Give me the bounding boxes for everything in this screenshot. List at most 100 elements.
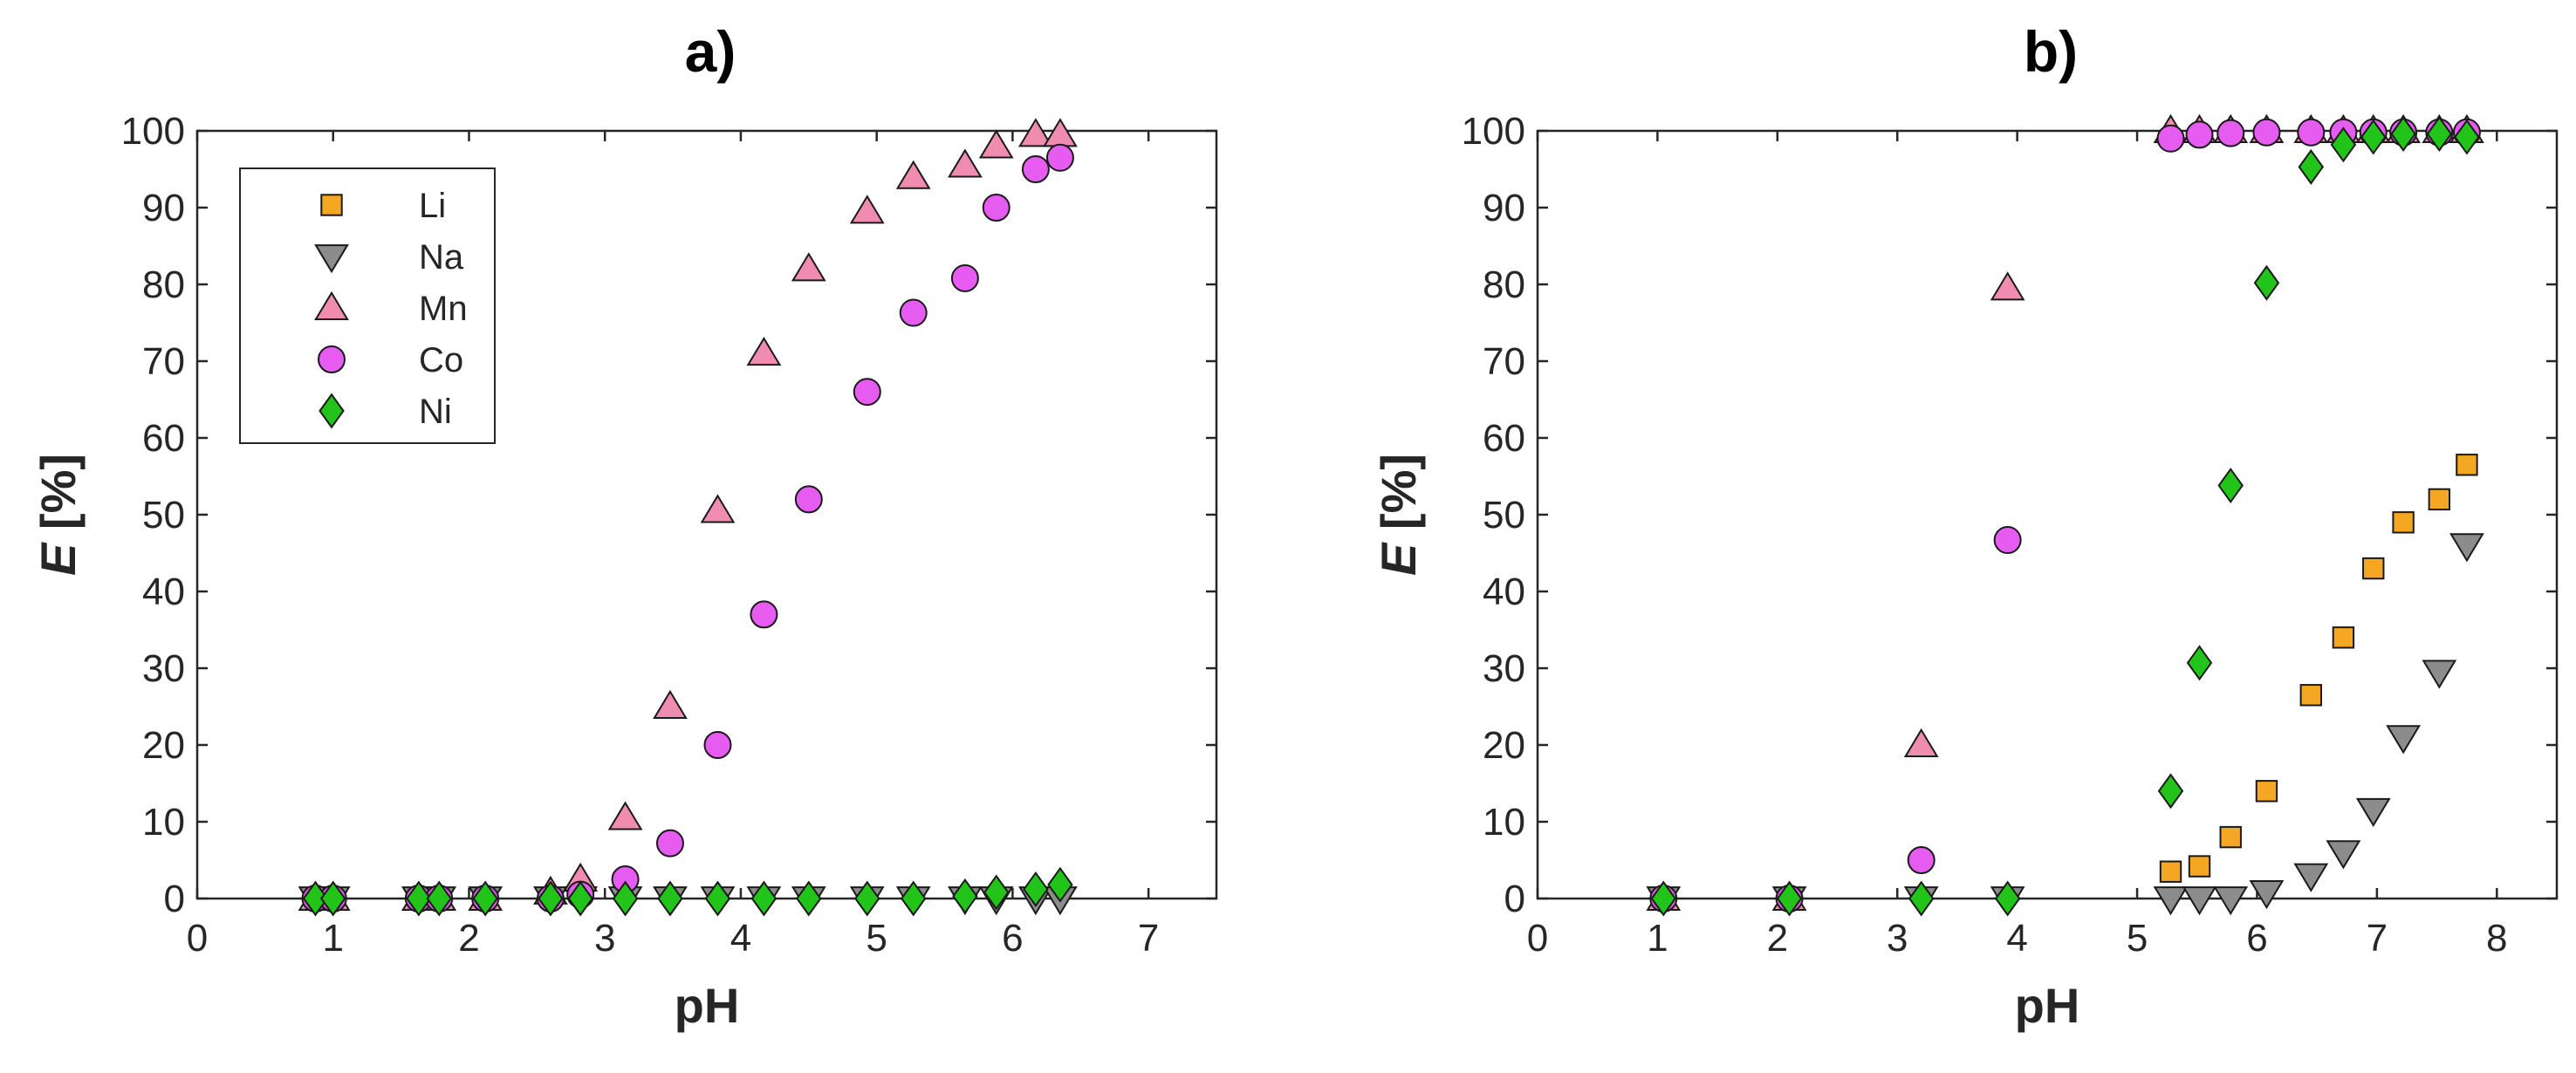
data-point-co	[899, 298, 928, 327]
data-point-na	[2249, 880, 2285, 910]
data-point-ni	[320, 880, 346, 917]
y-tick-label: 90	[1483, 187, 1525, 229]
data-point-ni	[2330, 126, 2357, 163]
y-tick-label: 60	[1483, 417, 1525, 460]
data-point-mn	[791, 252, 826, 282]
data-point-ni	[538, 880, 564, 917]
data-point-co	[2252, 118, 2281, 147]
x-tick-label: 0	[1527, 917, 1548, 960]
data-point-ni	[567, 880, 593, 917]
x-tick-label: 8	[2486, 917, 2507, 960]
legend-label-li: Li	[419, 187, 446, 225]
series-ni	[1650, 116, 2480, 917]
data-point-ni	[1994, 880, 2021, 917]
data-point-ni	[2454, 119, 2480, 155]
data-point-mn	[1043, 118, 1078, 147]
data-point-mn	[895, 160, 931, 189]
y-tick-label: 50	[142, 494, 185, 536]
data-point-na	[2386, 725, 2421, 755]
data-point-na	[2449, 533, 2484, 563]
data-point-co	[1021, 155, 1050, 183]
y-axis-label: E [%]	[31, 454, 86, 576]
legend-label-na: Na	[419, 238, 464, 277]
x-tick-label: 7	[1138, 917, 1159, 960]
data-point-ni	[406, 880, 432, 917]
data-point-ni	[2390, 116, 2416, 152]
x-tick-label: 6	[2246, 917, 2267, 960]
data-point-mn	[978, 129, 1014, 159]
x-tick-label: 4	[2006, 917, 2027, 960]
y-tick-label: 100	[121, 110, 185, 153]
y-axis-label-unit: [%]	[31, 454, 86, 543]
series-mn	[1646, 113, 2484, 911]
data-point-mn	[607, 801, 643, 830]
legend-label-mn: Mn	[419, 290, 468, 328]
y-tick-label: 40	[142, 571, 185, 613]
x-tick-label: 1	[1647, 917, 1668, 960]
x-axis-label: pH	[675, 978, 740, 1033]
legend-marker-na	[314, 244, 349, 274]
data-point-ni	[796, 880, 822, 917]
data-point-mn	[700, 494, 736, 523]
data-point-mn	[746, 337, 782, 366]
panel-label-b: b)	[2024, 19, 2078, 84]
data-point-ni	[612, 880, 639, 917]
data-point-na	[2182, 886, 2217, 916]
data-point-co	[794, 485, 823, 514]
legend-box	[239, 167, 496, 444]
data-point-ni	[983, 874, 1010, 911]
data-point-ni	[2157, 773, 2184, 810]
data-point-na	[2153, 886, 2189, 916]
x-tick-label: 4	[730, 917, 751, 960]
data-point-ni	[2253, 264, 2280, 301]
data-point-mn	[948, 148, 983, 178]
data-point-li	[2188, 855, 2211, 878]
x-tick-label: 6	[1002, 917, 1023, 960]
y-axis-label-symbol: E	[1371, 542, 1426, 576]
data-point-co	[950, 263, 979, 292]
data-point-ni	[472, 880, 498, 917]
data-point-li	[2456, 454, 2478, 476]
x-tick-label: 3	[1887, 917, 1908, 960]
data-point-ni	[657, 880, 683, 917]
series-co	[1649, 118, 2481, 912]
y-tick-label: 10	[142, 801, 185, 844]
data-point-co	[703, 731, 732, 759]
data-point-na	[2355, 797, 2391, 827]
legend-marker-co	[318, 345, 346, 373]
series-na	[1646, 533, 2484, 916]
data-point-li	[2332, 626, 2355, 649]
data-point-na	[2326, 840, 2361, 870]
y-axis-label-symbol: E	[31, 542, 86, 576]
y-tick-label: 100	[1462, 110, 1525, 153]
y-tick-label: 80	[142, 263, 185, 306]
legend-label-co: Co	[419, 341, 463, 379]
legend-label-ni: Ni	[419, 393, 452, 431]
legend: Li Na Mn Co Ni	[239, 167, 496, 444]
x-tick-label: 1	[322, 917, 343, 960]
data-point-ni	[1650, 880, 1677, 917]
data-point-li	[2219, 825, 2242, 849]
series-ni	[302, 866, 1073, 917]
data-point-co	[750, 600, 778, 629]
y-tick-label: 50	[1483, 494, 1525, 536]
x-tick-label: 7	[2367, 917, 2388, 960]
y-tick-label: 20	[142, 724, 185, 767]
y-tick-label: 40	[1483, 571, 1525, 613]
y-axis-label-unit: [%]	[1371, 454, 1426, 543]
data-point-co	[2185, 120, 2214, 149]
data-point-ni	[952, 878, 978, 914]
y-tick-label: 20	[1483, 724, 1525, 767]
panel-label-a: a)	[685, 19, 736, 84]
data-point-co	[982, 194, 1011, 222]
data-point-ni	[1047, 866, 1073, 903]
data-point-co	[2216, 119, 2245, 147]
y-tick-label: 80	[1483, 263, 1525, 306]
data-point-co	[1993, 526, 2022, 555]
data-point-li	[2362, 557, 2385, 580]
y-tick-label: 0	[1504, 878, 1525, 920]
data-point-na	[2422, 660, 2457, 689]
